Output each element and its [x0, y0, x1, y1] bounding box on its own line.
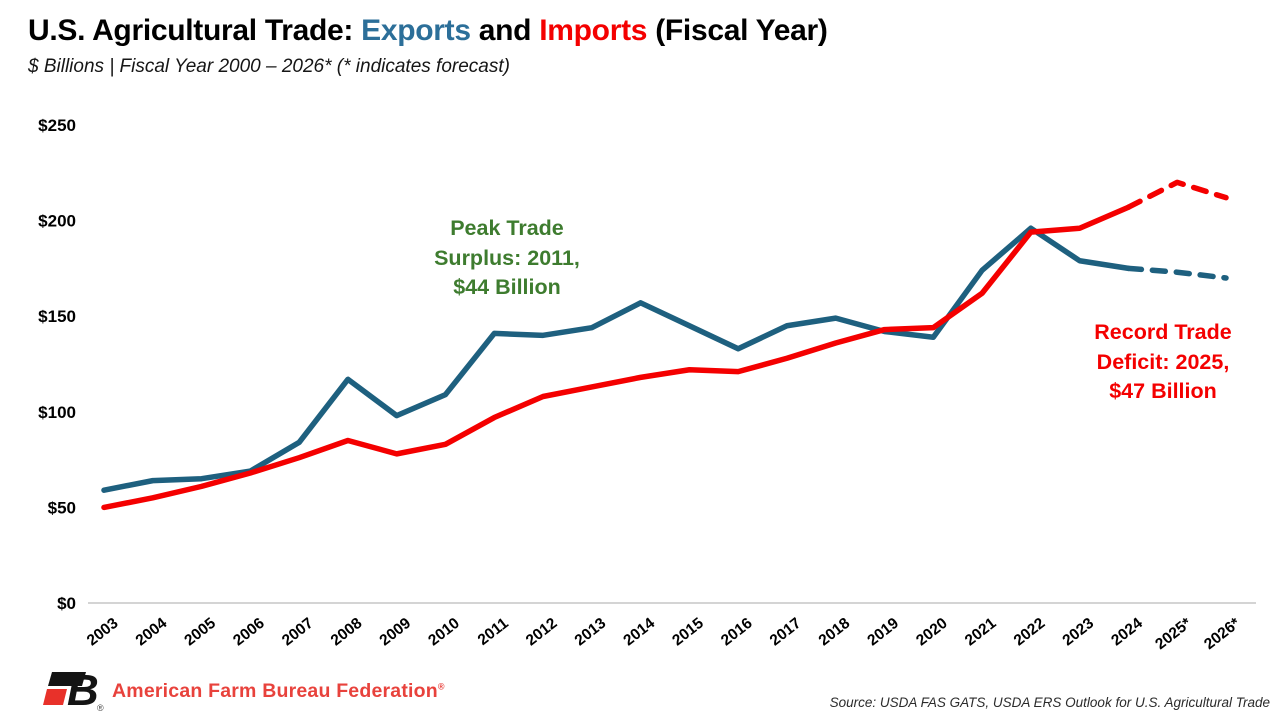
annotation-line: Surplus: 2011, [434, 245, 580, 270]
logo-b-letter: B [67, 669, 99, 715]
y-tick-label: $0 [57, 594, 76, 613]
y-tick-label: $100 [38, 403, 76, 422]
x-tick-label: 2018 [816, 615, 854, 650]
x-tick-label: 2014 [620, 615, 658, 650]
peak-surplus-annotation: Peak Trade Surplus: 2011, $44 Billion [397, 214, 617, 303]
record-deficit-annotation: Record Trade Deficit: 2025, $47 Billion [1053, 318, 1273, 407]
x-tick-label: 2026* [1201, 614, 1244, 653]
x-tick-label: 2022 [1011, 615, 1049, 650]
x-tick-label: 2024 [1108, 615, 1146, 650]
x-tick-label: 2019 [864, 615, 902, 650]
annotation-line: Record Trade [1094, 320, 1232, 344]
annotation-line: $44 Billion [453, 275, 561, 299]
x-tick-label: 2012 [523, 615, 561, 650]
x-tick-label: 2023 [1059, 615, 1097, 650]
org-name-text: American Farm Bureau Federation [112, 680, 438, 702]
logo-f-red-block [43, 689, 67, 705]
x-tick-label: 2009 [377, 615, 415, 650]
y-tick-label: $200 [38, 212, 76, 231]
x-tick-label: 2021 [962, 615, 1000, 650]
chart-subtitle: $ Billions | Fiscal Year 2000 – 2026* (*… [28, 56, 510, 77]
x-tick-label: 2025* [1152, 614, 1195, 653]
x-tick-label: 2017 [767, 615, 805, 650]
page-title: U.S. Agricultural Trade: Exports and Imp… [28, 14, 828, 48]
title-part-imports: Imports [539, 14, 648, 47]
y-tick-label: $250 [38, 116, 76, 135]
x-tick-label: 2008 [328, 615, 366, 650]
exports-forecast-line [1125, 265, 1229, 281]
annotation-line: Peak Trade [450, 216, 564, 240]
title-part-lead: U.S. Agricultural Trade: [28, 14, 362, 47]
x-tick-label: 2010 [425, 615, 463, 650]
title-part-exports: Exports [361, 14, 471, 47]
logo-registered-mark: ® [97, 703, 104, 713]
y-tick-label: $50 [48, 498, 76, 517]
title-part-and: and [470, 14, 540, 47]
x-tick-label: 2015 [669, 615, 707, 650]
x-tick-label: 2007 [279, 615, 317, 650]
afbf-logo: B ® [43, 669, 104, 715]
imports-line [101, 204, 1132, 511]
x-tick-label: 2016 [718, 615, 756, 650]
footer-org-name: American Farm Bureau Federation® [112, 680, 445, 703]
x-tick-label: 2020 [913, 615, 951, 650]
x-tick-label: 2005 [181, 615, 219, 650]
exports-line [101, 225, 1132, 493]
org-registered-mark: ® [437, 681, 445, 692]
annotation-line: $47 Billion [1109, 379, 1217, 403]
imports-forecast-line [1125, 179, 1229, 210]
x-tick-label: 2006 [230, 615, 268, 650]
logo-f-top-bar [48, 672, 86, 686]
annotation-line: Deficit: 2025, [1096, 349, 1230, 374]
x-tick-label: 2004 [133, 615, 171, 650]
y-tick-label: $150 [38, 307, 76, 326]
x-tick-label: 2013 [572, 615, 610, 650]
source-credit: Source: USDA FAS GATS, USDA ERS Outlook … [829, 695, 1270, 710]
title-part-tail: (Fiscal Year) [647, 14, 828, 47]
x-tick-label: 2003 [84, 615, 122, 650]
x-tick-label: 2011 [475, 615, 512, 649]
